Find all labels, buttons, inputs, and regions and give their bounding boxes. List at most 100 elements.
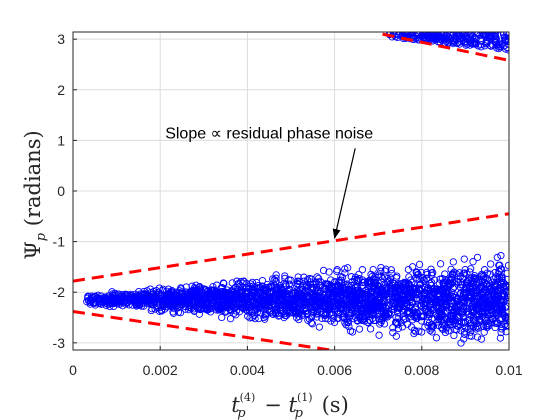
data-point xyxy=(481,314,490,322)
data-point xyxy=(251,314,259,323)
x-label-sup1: (4) xyxy=(240,391,256,404)
data-point xyxy=(332,295,340,303)
data-point xyxy=(166,296,174,304)
data-point xyxy=(254,282,262,290)
data-point xyxy=(261,315,269,323)
data-point xyxy=(319,266,328,275)
data-point xyxy=(342,321,350,329)
data-point xyxy=(373,310,382,318)
data-point xyxy=(477,303,486,312)
data-point xyxy=(160,300,169,309)
data-point xyxy=(469,258,477,266)
data-point xyxy=(451,297,459,305)
data-point xyxy=(461,37,469,46)
data-point xyxy=(169,297,178,305)
data-point xyxy=(178,297,186,306)
data-point xyxy=(346,309,354,317)
data-point xyxy=(477,283,485,291)
data-point xyxy=(387,266,395,274)
data-point xyxy=(382,311,390,319)
data-point xyxy=(470,298,479,307)
data-point xyxy=(415,285,423,293)
data-point xyxy=(503,32,509,37)
data-point xyxy=(415,327,423,335)
data-point xyxy=(277,285,285,293)
data-point xyxy=(391,300,400,308)
data-point xyxy=(393,293,401,301)
data-point xyxy=(403,320,412,328)
data-point xyxy=(432,334,441,342)
data-point xyxy=(371,283,379,291)
y-label-subscript: p xyxy=(34,232,49,241)
x-label-t2: t xyxy=(289,393,298,417)
data-point xyxy=(355,325,364,333)
data-point xyxy=(460,330,469,338)
data-point xyxy=(496,298,505,306)
data-point xyxy=(197,285,205,293)
data-point xyxy=(356,296,364,305)
data-point xyxy=(186,304,194,312)
data-point xyxy=(218,313,226,322)
data-point xyxy=(503,269,509,277)
data-point xyxy=(282,299,291,308)
data-point xyxy=(503,317,509,325)
data-point xyxy=(255,300,263,309)
data-point xyxy=(106,300,114,308)
x-tick-label: 0.006 xyxy=(317,362,352,378)
data-point xyxy=(312,278,320,286)
data-point xyxy=(327,300,335,308)
data-point xyxy=(430,315,439,323)
annotation-text: Slope ∝ residual phase noise xyxy=(165,125,373,142)
data-point xyxy=(478,307,487,315)
data-point xyxy=(210,290,218,299)
data-point xyxy=(360,317,369,325)
reference-lines xyxy=(73,32,509,350)
data-point xyxy=(327,276,335,284)
data-point xyxy=(315,323,324,331)
data-point xyxy=(434,321,442,329)
data-point xyxy=(403,300,411,309)
data-point xyxy=(102,294,110,302)
data-point xyxy=(265,299,273,307)
data-point xyxy=(495,292,503,301)
data-point xyxy=(423,318,431,326)
data-point xyxy=(423,296,431,304)
data-point xyxy=(476,298,484,306)
data-point xyxy=(413,294,421,302)
data-point xyxy=(226,315,235,323)
y-tick-label: 0 xyxy=(57,183,65,199)
data-point xyxy=(404,265,413,274)
data-point xyxy=(360,300,369,308)
x-label-t1: t xyxy=(231,393,240,417)
data-point xyxy=(240,292,248,301)
data-point xyxy=(383,313,392,321)
x-label-units: (s) xyxy=(315,393,349,417)
data-point xyxy=(475,291,484,299)
data-point xyxy=(218,284,226,292)
data-point xyxy=(194,295,202,303)
data-point xyxy=(369,306,378,314)
data-point xyxy=(452,270,461,278)
data-point xyxy=(118,292,126,300)
data-point xyxy=(218,294,226,302)
data-point xyxy=(278,309,286,318)
data-point xyxy=(391,289,399,297)
data-point xyxy=(394,314,402,323)
data-point xyxy=(464,317,472,325)
data-point xyxy=(272,271,280,279)
data-point xyxy=(258,276,267,285)
data-point xyxy=(472,302,480,310)
data-point xyxy=(473,253,482,262)
data-point xyxy=(478,309,486,317)
data-point xyxy=(330,318,339,327)
data-point xyxy=(434,38,442,46)
data-point xyxy=(430,305,438,313)
data-point xyxy=(349,291,358,299)
data-point xyxy=(209,287,218,295)
data-point xyxy=(215,301,223,309)
data-point xyxy=(449,258,457,266)
data-point xyxy=(428,271,436,279)
data-point xyxy=(102,301,110,310)
data-point xyxy=(285,280,293,288)
y-axis-label: Ψp (radians) xyxy=(21,130,49,259)
